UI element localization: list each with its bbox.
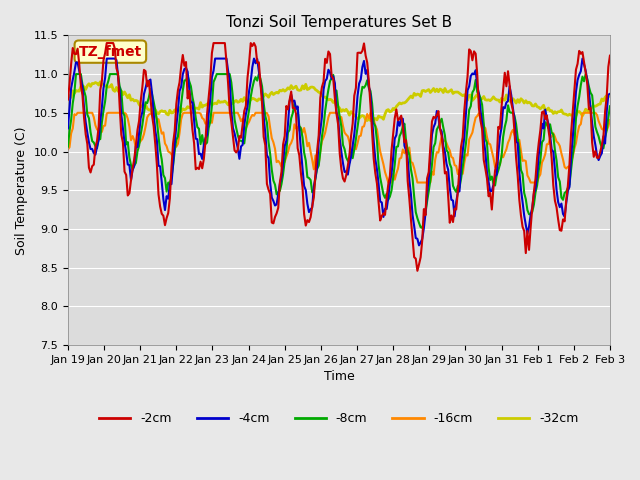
X-axis label: Time: Time <box>324 371 355 384</box>
Title: Tonzi Soil Temperatures Set B: Tonzi Soil Temperatures Set B <box>226 15 452 30</box>
Legend: -2cm, -4cm, -8cm, -16cm, -32cm: -2cm, -4cm, -8cm, -16cm, -32cm <box>94 407 584 430</box>
Text: TZ_fmet: TZ_fmet <box>79 45 142 59</box>
Y-axis label: Soil Temperature (C): Soil Temperature (C) <box>15 126 28 254</box>
